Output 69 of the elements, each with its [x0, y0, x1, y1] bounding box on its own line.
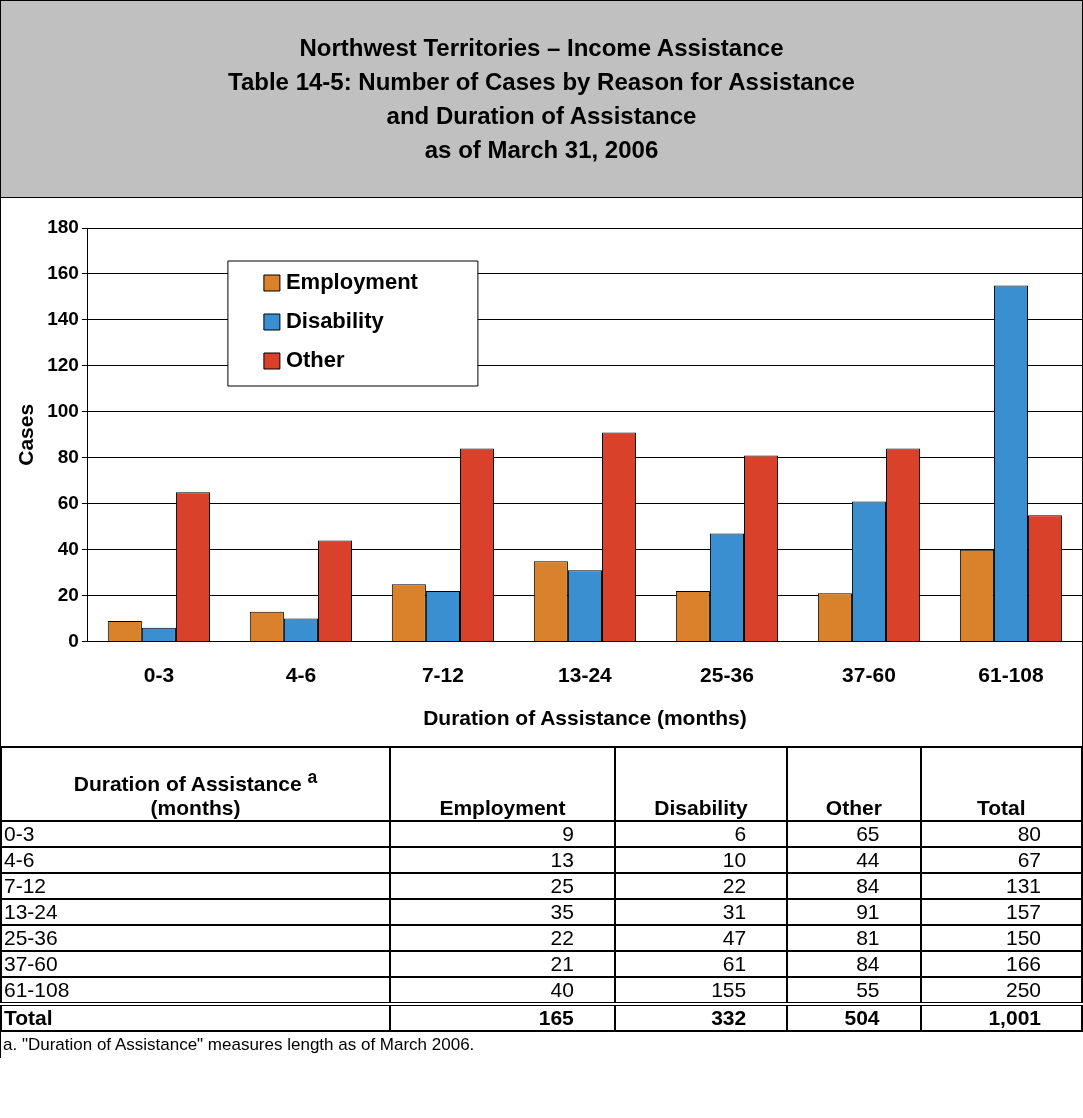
- text: 61: [614, 951, 788, 977]
- text: 37-60: [1, 951, 390, 977]
- y-tick-label: 160: [47, 262, 79, 284]
- x-tick-label: 4-6: [285, 663, 317, 686]
- y-tick-label: 80: [57, 446, 79, 468]
- text: 131: [920, 873, 1082, 899]
- y-tick-label: 20: [57, 583, 79, 605]
- text: Other: [787, 747, 921, 821]
- y-tick-label: 180: [47, 216, 79, 238]
- text: 44: [787, 847, 921, 873]
- text: 6: [614, 821, 788, 847]
- text: 155: [614, 977, 788, 1004]
- text: 157: [920, 899, 1082, 925]
- legend-label: Disability: [285, 308, 385, 334]
- x-tick-label: 13-24: [558, 663, 613, 686]
- text: 84: [787, 951, 921, 977]
- text: 504: [787, 1004, 921, 1031]
- chart-title: Northwest Territories – Income Assistance Table 14-5: Number of Cases by Reason for Assistance and Duration of Assistance as of March 31, 2006: [1, 1, 1082, 198]
- text: 21: [390, 951, 615, 977]
- text: 332: [614, 1004, 788, 1031]
- x-tick-label: 61-108: [978, 663, 1045, 686]
- x-tick-label: 25-36: [700, 663, 754, 686]
- y-tick-label: 100: [47, 400, 79, 422]
- text: 35: [390, 899, 615, 925]
- text: a. "Duration of Assistance" measures length as of March 2006.: [0, 1032, 1083, 1058]
- text: 7-12: [1, 873, 390, 899]
- text: 10: [614, 847, 788, 873]
- text: 1,001: [920, 1004, 1082, 1031]
- text: 13: [390, 847, 615, 873]
- text: Disability: [614, 747, 788, 821]
- y-tick-label: 140: [47, 308, 79, 330]
- text: Total: [920, 747, 1082, 821]
- text: 150: [920, 925, 1082, 951]
- x-tick-label: 37-60: [842, 663, 896, 686]
- text: 166: [920, 951, 1082, 977]
- text: 80: [920, 821, 1082, 847]
- text: 22: [390, 925, 615, 951]
- text: 40: [390, 977, 615, 1004]
- text: 61-108: [1, 977, 390, 1004]
- text: 31: [614, 899, 788, 925]
- y-tick-label: 120: [47, 354, 79, 376]
- text: 250: [920, 977, 1082, 1004]
- text: 9: [390, 821, 615, 847]
- text: 81: [787, 925, 921, 951]
- y-tick-label: 40: [57, 537, 79, 559]
- text: 22: [614, 873, 788, 899]
- x-tick-label: 7-12: [421, 663, 464, 686]
- text: 13-24: [1, 899, 390, 925]
- text: 4-6: [1, 847, 390, 873]
- text: Employment: [390, 747, 615, 821]
- text: 25-36: [1, 925, 390, 951]
- text: 165: [390, 1004, 615, 1031]
- text: 0-3: [1, 821, 390, 847]
- text: 55: [787, 977, 921, 1004]
- y-axis-title: Cases: [14, 403, 38, 466]
- legend-label: Employment: [285, 269, 419, 295]
- text: 67: [920, 847, 1082, 873]
- y-tick-label: 60: [57, 491, 79, 513]
- legend-label: Other: [285, 347, 346, 373]
- text: 84: [787, 873, 921, 899]
- y-tick-label: 0: [68, 629, 79, 651]
- text: Total: [1, 1004, 390, 1031]
- x-tick-label: 0-3: [143, 663, 175, 686]
- text: 25: [390, 873, 615, 899]
- text: 65: [787, 821, 921, 847]
- text: 47: [614, 925, 788, 951]
- text: 91: [787, 899, 921, 925]
- text: Duration of Assistance $^{a}$ (months): [73, 767, 318, 819]
- x-axis-title: Duration of Assistance (months): [423, 706, 747, 730]
